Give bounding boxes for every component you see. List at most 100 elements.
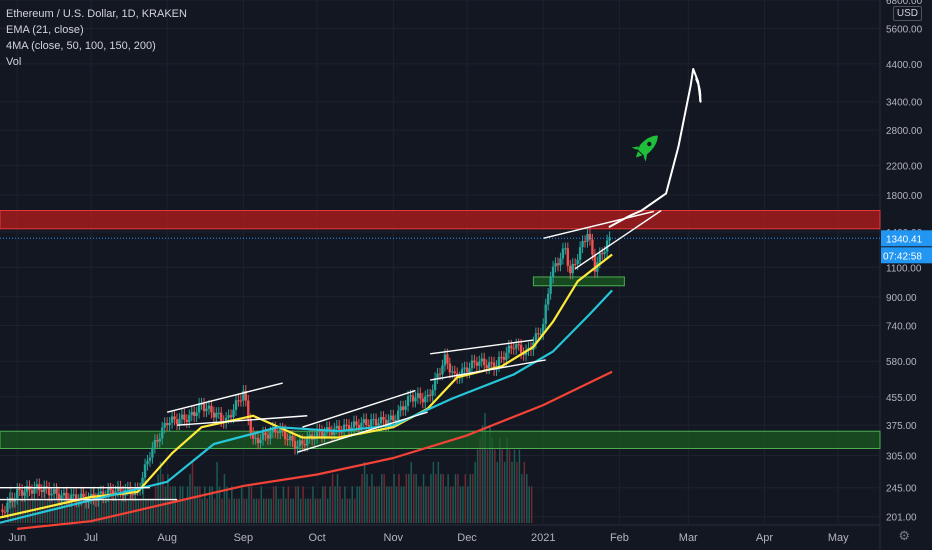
candle-body — [414, 397, 417, 402]
candle-body — [608, 237, 611, 241]
volume-bar — [395, 486, 398, 523]
candle-body — [296, 446, 299, 449]
trendline — [166, 382, 283, 413]
last-price-label: 1340.41 — [886, 234, 923, 245]
candle-body — [43, 486, 46, 493]
candle-body — [564, 248, 567, 250]
volume-bar — [403, 486, 405, 523]
candle-body — [170, 416, 174, 423]
volume-bar — [208, 486, 211, 523]
volume-bar — [400, 486, 403, 523]
y-tick-label: 6800.00 — [886, 0, 923, 7]
candle-body — [210, 405, 213, 413]
volume-bar — [494, 449, 496, 523]
candle-body — [173, 416, 176, 420]
y-tick-label: 580.00 — [886, 357, 917, 368]
y-tick-label: 1100.00 — [886, 263, 922, 274]
volume-bar — [14, 498, 17, 523]
volume-bar — [108, 486, 110, 523]
volume-bar — [528, 486, 530, 523]
legend-vol[interactable]: Vol — [6, 56, 22, 68]
volume-bar — [61, 498, 63, 523]
candle-body — [251, 432, 255, 439]
volume-bar — [125, 498, 127, 523]
candle-body — [431, 390, 434, 396]
legend-ma[interactable]: 4MA (close, 50, 100, 150, 200) — [6, 40, 156, 52]
volume-bar — [90, 498, 93, 523]
candle-body — [453, 371, 456, 374]
candle-body — [419, 393, 422, 399]
candle-body — [306, 437, 309, 446]
candle-body — [546, 293, 550, 305]
countdown-tag — [881, 247, 932, 264]
volume-bar — [255, 498, 258, 523]
candle-body — [569, 265, 572, 274]
candle-body — [119, 486, 122, 492]
candle-body — [438, 373, 442, 375]
gear-icon[interactable]: ⚙ — [898, 528, 910, 543]
x-tick-label: Apr — [756, 532, 773, 544]
candle-body — [328, 427, 331, 432]
volume-bar — [152, 498, 154, 523]
candle-body — [303, 444, 307, 446]
candle-body — [183, 414, 186, 420]
candle-body — [409, 395, 412, 397]
volume-bar — [54, 498, 56, 523]
volume-bar — [469, 474, 471, 523]
volume-bar — [484, 413, 486, 523]
volume-bar — [393, 474, 395, 523]
y-tick-label: 5600.00 — [886, 24, 923, 35]
candle-body — [465, 367, 469, 373]
volume-bar — [120, 498, 122, 523]
candle-body — [362, 419, 365, 423]
volume-bar — [221, 498, 223, 523]
candle-body — [601, 253, 604, 255]
candle-body — [163, 423, 166, 428]
candle-body — [374, 419, 378, 426]
candle-body — [345, 424, 348, 426]
volume-bar — [489, 425, 491, 523]
candle-body — [102, 491, 105, 498]
candle-body — [537, 333, 540, 335]
candle-body — [57, 493, 61, 500]
x-tick-label: May — [828, 532, 849, 544]
volume-bar — [213, 498, 216, 523]
candle-body — [591, 239, 594, 255]
volume-bar — [530, 486, 533, 523]
volume-bar — [235, 498, 238, 523]
candle-body — [549, 277, 552, 294]
volume-bar — [17, 486, 19, 523]
volume-bar — [415, 474, 417, 523]
volume-bar — [353, 498, 356, 523]
volume-bar — [27, 486, 29, 523]
candle-body — [168, 422, 171, 426]
volume-bar — [307, 498, 309, 523]
legend-ema[interactable]: EMA (21, close) — [6, 24, 84, 36]
y-tick-label: 900.00 — [886, 293, 917, 304]
volume-bar — [356, 486, 358, 523]
candle-body — [588, 233, 592, 240]
rocket-shape — [631, 135, 658, 162]
y-tick-label: 2200.00 — [886, 162, 923, 173]
candle-body — [195, 412, 198, 416]
volume-bar — [83, 498, 86, 523]
candle-body — [603, 251, 606, 254]
volume-bar — [516, 461, 518, 523]
volume-bar — [275, 486, 277, 523]
currency-badge[interactable]: USD — [892, 6, 922, 21]
volume-bar — [44, 486, 46, 523]
candle-body — [421, 398, 424, 403]
candle-body — [571, 263, 574, 274]
candle-body — [220, 412, 223, 421]
candle-body — [460, 368, 464, 378]
volume-bar — [496, 461, 499, 523]
legend-symbol[interactable]: Ethereum / U.S. Dollar, 1D, KRAKEN — [6, 8, 187, 20]
volume-bar — [95, 498, 98, 523]
candle-body — [443, 354, 447, 366]
candle-body — [20, 490, 24, 496]
volume-bar — [412, 474, 415, 523]
candle-body — [551, 266, 555, 278]
candle-body — [377, 423, 380, 426]
